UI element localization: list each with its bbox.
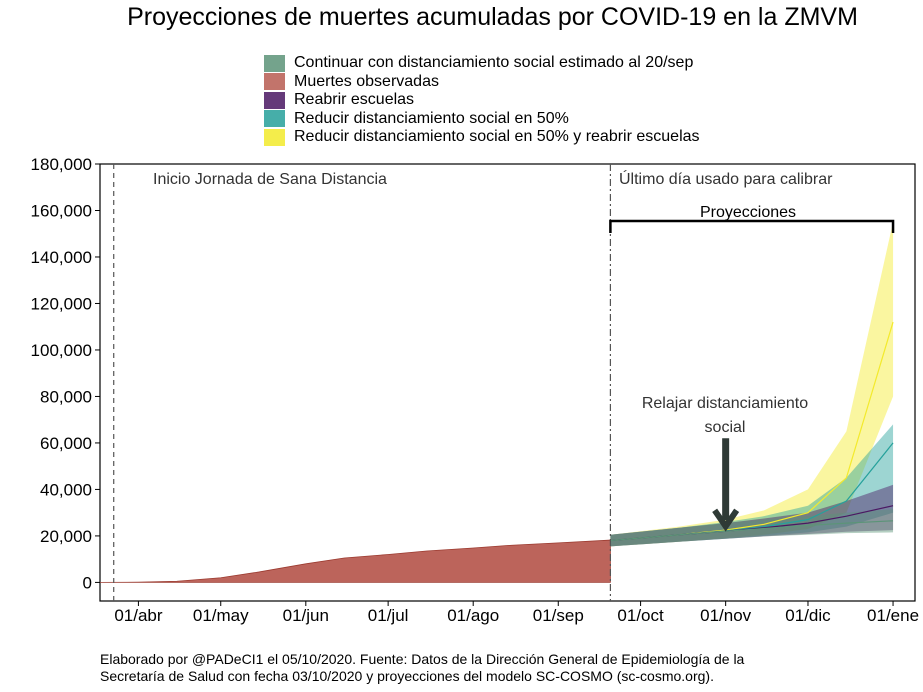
y-tick-label: 60,000 bbox=[40, 434, 92, 453]
x-tick-label: 01/ene bbox=[867, 606, 919, 625]
projection-band bbox=[610, 424, 894, 547]
annotation-proyecciones: Proyecciones bbox=[700, 204, 796, 221]
lines-layer bbox=[610, 321, 894, 542]
reference-lines bbox=[113, 164, 612, 601]
y-tick-label: 180,000 bbox=[31, 155, 92, 174]
x-tick-label: 01/oct bbox=[617, 606, 664, 625]
legend-item: Reducir distanciamiento social en 50% bbox=[264, 110, 700, 129]
projection-bracket bbox=[609, 219, 895, 233]
observed-deaths-area bbox=[99, 539, 611, 583]
y-tick-label: 0 bbox=[83, 573, 92, 592]
legend-label: Muertes observadas bbox=[294, 72, 439, 90]
legend-item: Reducir distanciamiento social en 50% y … bbox=[264, 128, 700, 147]
legend-label: Reducir distanciamiento social en 50% y … bbox=[294, 128, 700, 146]
legend-item: Continuar con distanciamiento social est… bbox=[264, 54, 700, 73]
chart-title: Proyecciones de muertes acumuladas por C… bbox=[127, 3, 858, 31]
annotations-layer: Inicio Jornada de Sana Distancia Último … bbox=[153, 169, 833, 436]
x-tick-label: 01/jun bbox=[283, 606, 329, 625]
y-tick-label: 120,000 bbox=[31, 294, 92, 313]
x-tick-label: 01/jul bbox=[368, 606, 409, 625]
projection-band bbox=[610, 484, 894, 547]
annotation-relajar-2: social bbox=[705, 419, 746, 436]
projection-line bbox=[610, 520, 894, 542]
legend-swatch bbox=[264, 91, 285, 109]
y-tick-label: 140,000 bbox=[31, 248, 92, 267]
x-tick-label: 01/nov bbox=[700, 606, 752, 625]
y-tick-label: 40,000 bbox=[40, 480, 92, 499]
annotation-relajar-1: Relajar distanciamiento bbox=[642, 395, 808, 412]
x-tick-label: 01/dic bbox=[785, 606, 831, 625]
x-tick-label: 01/ago bbox=[447, 606, 499, 625]
y-tick-label: 100,000 bbox=[31, 341, 92, 360]
x-tick-label: 01/abr bbox=[114, 606, 163, 625]
legend: Continuar con distanciamiento social est… bbox=[264, 54, 700, 147]
legend-label: Reabrir escuelas bbox=[294, 91, 415, 109]
x-tick-label: 01/may bbox=[193, 606, 249, 625]
annotation-inicio: Inicio Jornada de Sana Distancia bbox=[153, 171, 387, 188]
y-tick-label: 160,000 bbox=[31, 201, 92, 220]
legend-label: Continuar con distanciamiento social est… bbox=[294, 54, 694, 72]
legend-swatch bbox=[264, 54, 285, 72]
legend-swatch bbox=[264, 128, 285, 146]
y-tick-label: 20,000 bbox=[40, 527, 92, 546]
x-tick-label: 01/sep bbox=[533, 606, 584, 625]
annotation-ultimo: Último día usado para calibrar bbox=[619, 169, 833, 188]
legend-swatch bbox=[264, 110, 285, 128]
legend-item: Muertes observadas bbox=[264, 73, 700, 92]
legend-label: Reducir distanciamiento social en 50% bbox=[294, 109, 569, 127]
footer-line-2: Secretaría de Salud con fecha 03/10/2020… bbox=[100, 668, 714, 684]
footer-caption: Elaborado por @PADeCI1 el 05/10/2020. Fu… bbox=[100, 651, 744, 685]
footer-line-1: Elaborado por @PADeCI1 el 05/10/2020. Fu… bbox=[100, 651, 745, 667]
arrow-head-icon bbox=[712, 508, 740, 532]
axes-layer: 0 20,000 40,000 60,000 80,000 100,000 120,000 1… bbox=[31, 155, 920, 625]
plot-frame bbox=[99, 163, 916, 602]
legend-swatch bbox=[264, 73, 285, 91]
legend-item: Reabrir escuelas bbox=[264, 91, 700, 110]
y-tick-label: 80,000 bbox=[40, 387, 92, 406]
